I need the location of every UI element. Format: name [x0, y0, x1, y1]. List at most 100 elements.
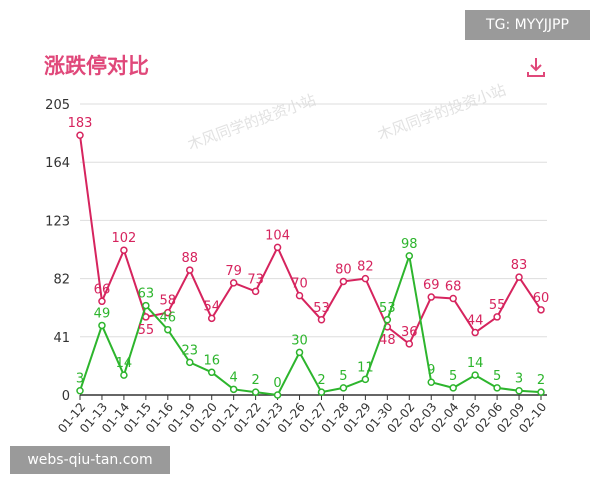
- data-point: [186, 266, 194, 274]
- data-label: 80: [335, 262, 352, 277]
- data-point: [251, 287, 260, 296]
- data-point: [164, 325, 172, 334]
- data-point: [493, 384, 501, 392]
- data-point: [273, 243, 282, 252]
- data-label: 183: [68, 116, 93, 131]
- data-label: 9: [427, 363, 435, 378]
- data-point: [273, 391, 282, 399]
- data-point: [515, 273, 523, 281]
- y-tick-label: 123: [45, 214, 70, 229]
- data-label: 3: [515, 372, 523, 387]
- data-label: 102: [111, 231, 136, 246]
- data-point: [207, 368, 216, 377]
- data-point: [515, 386, 523, 395]
- data-point: [361, 375, 370, 384]
- data-point: [142, 301, 150, 310]
- data-label: 66: [94, 282, 111, 297]
- y-tick-label: 0: [62, 389, 70, 404]
- data-label: 2: [251, 373, 259, 388]
- data-point: [76, 131, 84, 139]
- data-label: 82: [357, 260, 374, 275]
- data-label: 79: [225, 264, 242, 279]
- data-label: 55: [489, 298, 506, 313]
- data-point: [295, 291, 304, 300]
- data-point: [449, 294, 457, 303]
- data-label: 54: [203, 299, 220, 314]
- data-point: [207, 314, 216, 323]
- data-label: 3: [76, 372, 84, 387]
- data-label: 55: [138, 323, 155, 338]
- data-label: 44: [467, 314, 484, 329]
- data-label: 98: [401, 237, 418, 252]
- data-label: 73: [247, 272, 264, 287]
- data-label: 30: [291, 333, 308, 348]
- data-point: [120, 246, 128, 254]
- data-label: 36: [401, 325, 418, 340]
- data-label: 11: [357, 360, 374, 375]
- y-tick-label: 205: [45, 98, 70, 113]
- data-label: 5: [449, 369, 457, 384]
- site-badge: webs-qiu-tan.com: [10, 446, 170, 474]
- data-point: [537, 306, 545, 314]
- series-line: [79, 255, 542, 397]
- data-point: [449, 384, 457, 392]
- data-point: [229, 279, 238, 287]
- data-label: 53: [379, 301, 396, 316]
- data-label: 14: [116, 356, 133, 371]
- data-label: 83: [511, 258, 528, 273]
- data-point: [361, 274, 370, 283]
- data-point: [120, 371, 128, 379]
- data-point: [317, 316, 326, 324]
- data-label: 58: [160, 294, 177, 309]
- data-point: [317, 388, 326, 396]
- data-point: [537, 388, 545, 396]
- data-point: [471, 371, 479, 379]
- data-label: 2: [537, 373, 545, 388]
- data-point: [98, 321, 106, 330]
- data-point: [164, 308, 172, 317]
- data-point: [251, 388, 260, 396]
- data-label: 69: [423, 278, 440, 293]
- data-label: 88: [181, 251, 198, 266]
- data-point: [493, 313, 501, 321]
- data-label: 4: [230, 370, 238, 385]
- data-point: [295, 348, 304, 357]
- data-point: [405, 252, 414, 260]
- chart-title: 涨跌停对比: [44, 54, 149, 78]
- data-label: 70: [291, 277, 308, 292]
- data-label: 53: [313, 301, 330, 316]
- y-tick-label: 41: [53, 331, 70, 346]
- data-point: [98, 297, 106, 306]
- data-label: 23: [181, 343, 198, 358]
- download-icon[interactable]: [526, 56, 546, 78]
- y-tick-label: 164: [45, 156, 70, 171]
- data-label: 48: [379, 333, 396, 348]
- data-point: [383, 316, 392, 324]
- data-point: [339, 384, 348, 392]
- watermark: 木风同学的投资小站: [375, 81, 508, 144]
- data-point: [471, 328, 479, 337]
- watermark: 木风同学的投资小站: [185, 91, 318, 154]
- data-label: 0: [273, 376, 281, 391]
- data-point: [405, 340, 414, 348]
- tg-badge: TG: MYYJJPP: [465, 10, 590, 40]
- y-tick-label: 82: [53, 273, 70, 288]
- data-label: 14: [467, 356, 484, 371]
- data-label: 63: [138, 287, 155, 302]
- data-label: 49: [94, 306, 111, 321]
- data-point: [229, 385, 238, 394]
- series-line: [79, 135, 542, 346]
- data-label: 104: [265, 228, 290, 243]
- data-label: 46: [160, 311, 177, 326]
- data-point: [76, 386, 84, 395]
- data-label: 5: [493, 369, 501, 384]
- data-point: [339, 277, 348, 286]
- data-label: 2: [317, 373, 325, 388]
- data-point: [427, 378, 435, 386]
- data-label: 60: [533, 291, 550, 306]
- data-label: 16: [203, 353, 220, 368]
- data-label: 5: [339, 369, 347, 384]
- data-point: [427, 293, 435, 301]
- data-point: [186, 358, 194, 367]
